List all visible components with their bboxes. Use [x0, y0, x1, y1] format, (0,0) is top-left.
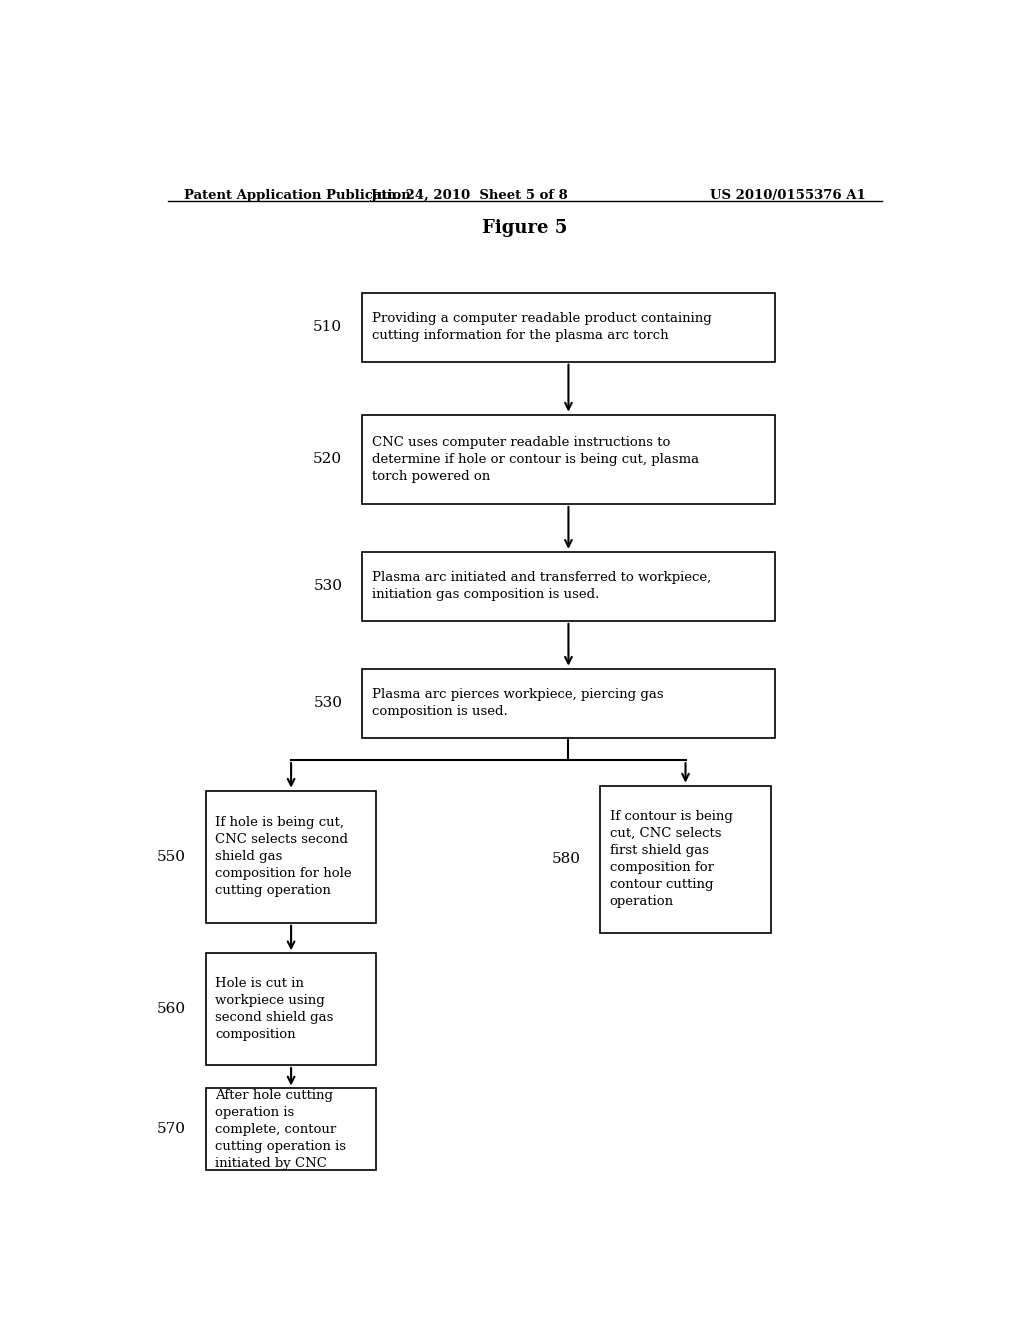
FancyBboxPatch shape [362, 414, 775, 504]
FancyBboxPatch shape [206, 1089, 377, 1170]
FancyBboxPatch shape [600, 785, 771, 933]
Text: Providing a computer readable product containing
cutting information for the pla: Providing a computer readable product co… [372, 312, 712, 342]
Text: If hole is being cut,
CNC selects second
shield gas
composition for hole
cutting: If hole is being cut, CNC selects second… [215, 816, 352, 898]
Text: Figure 5: Figure 5 [482, 219, 567, 238]
Text: Hole is cut in
workpiece using
second shield gas
composition: Hole is cut in workpiece using second sh… [215, 977, 334, 1041]
FancyBboxPatch shape [362, 552, 775, 620]
Text: 520: 520 [313, 453, 342, 466]
Text: After hole cutting
operation is
complete, contour
cutting operation is
initiated: After hole cutting operation is complete… [215, 1089, 346, 1170]
Text: 570: 570 [157, 1122, 186, 1137]
FancyBboxPatch shape [362, 669, 775, 738]
Text: 530: 530 [313, 579, 342, 593]
Text: 560: 560 [157, 1002, 186, 1016]
Text: 550: 550 [157, 850, 186, 863]
Text: Patent Application Publication: Patent Application Publication [183, 189, 411, 202]
Text: US 2010/0155376 A1: US 2010/0155376 A1 [711, 189, 866, 202]
FancyBboxPatch shape [362, 293, 775, 362]
Text: Plasma arc pierces workpiece, piercing gas
composition is used.: Plasma arc pierces workpiece, piercing g… [372, 688, 664, 718]
Text: 530: 530 [313, 696, 342, 710]
FancyBboxPatch shape [206, 791, 377, 923]
Text: 510: 510 [313, 321, 342, 334]
Text: Plasma arc initiated and transferred to workpiece,
initiation gas composition is: Plasma arc initiated and transferred to … [372, 572, 711, 602]
Text: CNC uses computer readable instructions to
determine if hole or contour is being: CNC uses computer readable instructions … [372, 436, 698, 483]
Text: If contour is being
cut, CNC selects
first shield gas
composition for
contour cu: If contour is being cut, CNC selects fir… [609, 810, 732, 908]
FancyBboxPatch shape [206, 953, 377, 1065]
Text: 580: 580 [551, 853, 581, 866]
Text: Jun. 24, 2010  Sheet 5 of 8: Jun. 24, 2010 Sheet 5 of 8 [371, 189, 567, 202]
